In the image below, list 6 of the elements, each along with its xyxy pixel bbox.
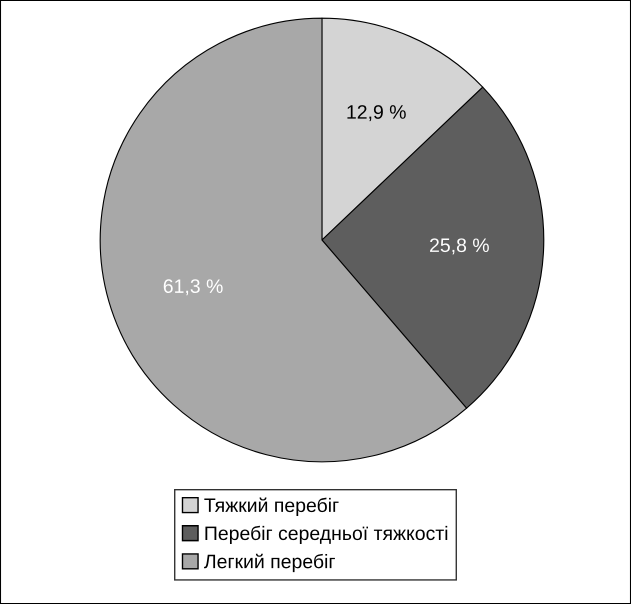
data-label: 25,8 % [430,238,489,254]
legend-label: Легкий перебіг [204,554,335,572]
legend-label: Перебіг середньої тяжкості [205,526,448,544]
data-label: 12,9 % [347,105,406,122]
legend-label: Тяжкий перебіг [204,498,339,516]
data-label: 61,3 % [164,279,223,296]
